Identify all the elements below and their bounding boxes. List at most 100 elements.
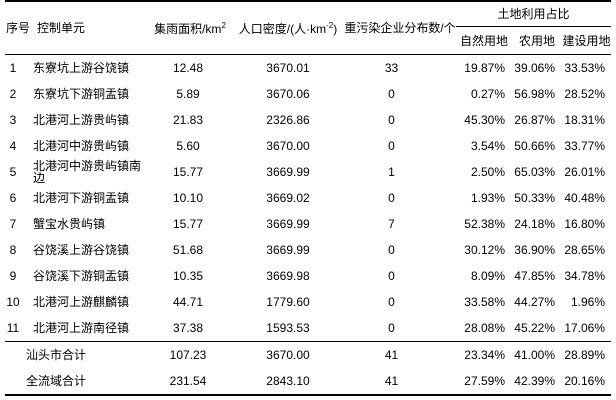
cell-density: 3670.00 <box>232 341 344 368</box>
cell-pollution: 0 <box>388 113 395 127</box>
col-header-construction: 建设用地 <box>562 26 612 55</box>
col-group-landuse: 土地利用占比 <box>456 1 612 27</box>
cell-unit: 东寮坑下游铜盂镇 <box>33 87 130 101</box>
cell-agricultural: 50.66% <box>514 139 555 153</box>
cell-natural: 33.58% <box>464 295 505 309</box>
cell-natural: 30.12% <box>464 243 505 257</box>
cell-unit: 蟹宝水贵屿镇 <box>33 217 106 231</box>
cell-pollution: 0 <box>388 87 395 101</box>
col-header-pollution: 重污染企业分布数/个 <box>344 1 456 55</box>
table-row: 1 东寮坑上游谷饶镇 12.48 3670.01 33 19.87% 39.06… <box>5 55 611 82</box>
cell-unit: 北港河上游麒麟镇 <box>33 295 130 309</box>
cell-area: 15.77 <box>172 165 204 179</box>
cell-density: 2326.86 <box>266 113 310 127</box>
col-header-agricultural: 农用地 <box>512 26 562 55</box>
cell-index: 5 <box>9 165 17 179</box>
cell-agricultural: 26.87% <box>514 113 555 127</box>
cell-index: 11 <box>6 321 20 335</box>
cell-agricultural: 56.98% <box>514 87 555 101</box>
table-row: 2 东寮坑下游铜盂镇 5.89 3670.06 0 0.27% 56.98% 2… <box>5 81 611 107</box>
cell-construction: 28.65% <box>564 243 606 257</box>
cell-construction: 20.16% <box>564 374 606 388</box>
cell-density: 3670.00 <box>266 139 310 153</box>
table-row: 11 北港河上游南径镇 37.38 1593.53 0 28.08% 45.22… <box>5 315 611 342</box>
cell-agricultural: 44.27% <box>514 295 555 309</box>
area-header-text: 集雨面积/km <box>154 21 222 36</box>
cell-density: 1779.60 <box>266 295 310 309</box>
density-header-sup: -2 <box>326 20 334 30</box>
cell-unit: 谷饶溪上游谷饶镇 <box>33 243 130 257</box>
cell-index: 4 <box>9 139 17 153</box>
cell-construction: 33.77% <box>564 139 606 153</box>
cell-agricultural: 36.90% <box>514 243 555 257</box>
col-header-index: 序号 <box>5 1 31 55</box>
cell-natural: 23.34% <box>456 341 512 368</box>
cell-construction: 18.31% <box>564 113 606 127</box>
cell-natural: 8.09% <box>470 269 505 283</box>
table-row: 6 北港河下游铜盂镇 10.10 3669.02 0 1.93% 50.33% … <box>5 185 611 211</box>
cell-construction: 33.53% <box>564 61 606 75</box>
cell-unit: 北港河上游贵屿镇 <box>33 113 130 127</box>
col-header-unit: 控制单元 <box>31 1 148 55</box>
cell-unit: 北港河下游铜盂镇 <box>33 191 130 205</box>
cell-area: 10.35 <box>172 269 204 283</box>
table-row: 5 北港河中游贵屿镇南边 15.77 3669.99 1 2.50% 65.03… <box>5 159 611 185</box>
cell-agricultural: 47.85% <box>514 269 555 283</box>
cell-index: 7 <box>9 217 17 231</box>
col-header-area: 集雨面积/km2 <box>148 1 232 55</box>
cell-area: 10.10 <box>172 191 204 205</box>
cell-pollution: 0 <box>388 243 395 257</box>
cell-area: 44.71 <box>172 295 204 309</box>
cell-unit: 北港河中游贵屿镇 <box>33 139 130 153</box>
cell-index: 2 <box>9 87 17 101</box>
cell-construction: 26.01% <box>564 165 606 179</box>
cell-area: 5.60 <box>176 139 200 153</box>
cell-density: 3670.06 <box>266 87 310 101</box>
cell-natural: 0.27% <box>470 87 505 101</box>
cell-index: 1 <box>9 61 17 75</box>
table-row: 4 北港河中游贵屿镇 5.60 3670.00 0 3.54% 50.66% 3… <box>5 133 611 159</box>
cell-construction: 28.52% <box>564 87 606 101</box>
cell-agricultural: 24.18% <box>514 217 555 231</box>
control-units-table: 序号 控制单元 集雨面积/km2 人口密度/(人·km-2) 重污染企业分布数/… <box>5 0 612 396</box>
table-header: 序号 控制单元 集雨面积/km2 人口密度/(人·km-2) 重污染企业分布数/… <box>5 1 612 55</box>
cell-density: 3669.99 <box>266 243 310 257</box>
cell-pollution: 0 <box>388 191 395 205</box>
density-header-text: 人口密度/(人·km <box>238 21 327 36</box>
cell-density: 3669.99 <box>266 165 310 179</box>
cell-natural: 19.87% <box>464 61 505 75</box>
cell-pollution: 41 <box>384 374 399 388</box>
cell-natural: 3.54% <box>470 139 505 153</box>
cell-natural: 28.08% <box>464 321 505 335</box>
table-row: 10 北港河上游麒麟镇 44.71 1779.60 0 33.58% 44.27… <box>5 289 611 315</box>
total-row-basin: 全流域合计 231.54 2843.10 41 27.59% 42.39% 20… <box>5 368 611 395</box>
cell-density: 3669.99 <box>266 217 310 231</box>
cell-construction: 28.89% <box>562 341 612 368</box>
cell-index: 8 <box>9 243 17 257</box>
cell-area: 107.23 <box>148 341 232 368</box>
cell-agricultural: 45.22% <box>514 321 555 335</box>
cell-pollution: 1 <box>388 165 395 179</box>
cell-natural: 52.38% <box>464 217 505 231</box>
cell-unit: 北港河上游南径镇 <box>33 321 130 335</box>
cell-pollution: 7 <box>388 217 395 231</box>
header-row-sub: 自然用地 农用地 建设用地 <box>5 26 612 55</box>
table-body: 1 东寮坑上游谷饶镇 12.48 3670.01 33 19.87% 39.06… <box>5 55 611 342</box>
cell-area: 51.68 <box>172 243 204 257</box>
cell-agricultural: 65.03% <box>514 165 555 179</box>
cell-index: 9 <box>9 269 17 283</box>
cell-density: 3669.02 <box>266 191 310 205</box>
cell-natural: 27.59% <box>464 374 505 388</box>
cell-construction: 34.78% <box>564 269 606 283</box>
cell-unit: 谷饶溪下游铜盂镇 <box>33 269 130 283</box>
cell-unit: 北港河中游贵屿镇南边 <box>33 159 142 185</box>
cell-natural: 2.50% <box>470 165 505 179</box>
table-totals: 汕头市合计 107.23 3670.00 41 23.34% 41.00% 28… <box>5 341 612 396</box>
cell-agricultural: 42.39% <box>514 374 555 388</box>
cell-construction: 17.06% <box>564 321 606 335</box>
cell-pollution: 0 <box>388 295 395 309</box>
cell-area: 12.48 <box>172 61 204 75</box>
cell-pollution: 0 <box>388 321 395 335</box>
cell-index: 6 <box>9 191 17 205</box>
